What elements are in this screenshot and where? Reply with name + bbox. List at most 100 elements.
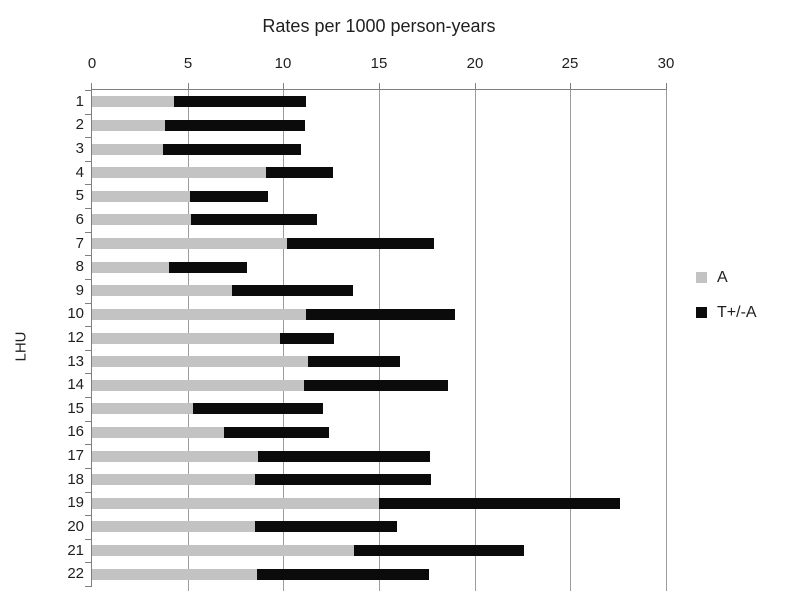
x-axis-tick-20 <box>475 83 476 90</box>
x-axis-tick-label: 0 <box>87 55 97 72</box>
bar-19-t <box>379 498 620 509</box>
category-label-14: 14 <box>67 376 84 393</box>
bar-5-t <box>190 191 268 202</box>
bar-6-a <box>92 214 191 225</box>
plot-area <box>85 83 667 591</box>
bar-15-a <box>92 403 193 414</box>
bar-17-a <box>92 451 258 462</box>
bar-6-t <box>191 214 317 225</box>
x-axis-tick-label: 30 <box>657 55 675 72</box>
bar-7-a <box>92 238 287 249</box>
category-label-16: 16 <box>67 423 84 440</box>
y-axis-tick <box>85 468 92 469</box>
x-axis-tick-label: 10 <box>274 55 292 72</box>
y-axis-tick <box>85 232 92 233</box>
bar-13-t <box>308 356 400 367</box>
bar-22-a <box>92 569 257 580</box>
y-axis-tick <box>85 539 92 540</box>
y-axis-tick <box>85 515 92 516</box>
bar-4-a <box>92 167 266 178</box>
category-label-9: 9 <box>75 282 84 299</box>
category-label-21: 21 <box>67 542 84 559</box>
category-label-20: 20 <box>67 518 84 535</box>
category-label-10: 10 <box>67 305 84 322</box>
category-label-22: 22 <box>67 565 84 582</box>
bar-10-a <box>92 309 306 320</box>
bar-14-a <box>92 380 304 391</box>
category-label-7: 7 <box>75 235 84 252</box>
category-label-3: 3 <box>75 140 84 157</box>
bar-22-t <box>257 569 429 580</box>
category-label-2: 2 <box>75 116 84 133</box>
y-axis-tick <box>85 184 92 185</box>
legend-swatch-icon <box>696 307 707 318</box>
x-axis-tick-label: 25 <box>561 55 579 72</box>
bar-2-t <box>165 120 305 131</box>
bar-4-t <box>266 167 333 178</box>
category-label-5: 5 <box>75 187 84 204</box>
bar-2-a <box>92 120 165 131</box>
x-axis-tick-15 <box>379 83 380 90</box>
x-axis-tick-label: 5 <box>183 55 193 72</box>
legend-swatch-icon <box>696 272 707 283</box>
category-label-1: 1 <box>75 93 84 110</box>
bar-12-t <box>280 333 334 344</box>
y-axis-tick <box>85 326 92 327</box>
bar-18-t <box>255 474 431 485</box>
category-label-19: 19 <box>67 494 84 511</box>
bar-18-a <box>92 474 255 485</box>
bar-1-t <box>174 96 306 107</box>
y-axis-tick <box>85 421 92 422</box>
bar-16-a <box>92 427 224 438</box>
y-axis-tick <box>85 444 92 445</box>
y-axis-tick <box>85 137 92 138</box>
category-label-4: 4 <box>75 164 84 181</box>
y-axis-tick <box>85 373 92 374</box>
bar-15-t <box>193 403 323 414</box>
bar-21-t <box>354 545 524 556</box>
bar-14-t <box>304 380 448 391</box>
y-axis-tick <box>85 303 92 304</box>
bar-20-a <box>92 521 255 532</box>
y-axis-tick <box>85 562 92 563</box>
category-label-15: 15 <box>67 400 84 417</box>
gridline-30 <box>666 90 667 591</box>
y-axis-tick <box>85 161 92 162</box>
bar-8-a <box>92 262 169 273</box>
bar-7-t <box>287 238 434 249</box>
legend: A T+/-A <box>696 269 757 339</box>
legend-label: T+/-A <box>717 304 757 321</box>
chart-title: Rates per 1000 person-years <box>262 16 496 36</box>
category-label-13: 13 <box>67 353 84 370</box>
bar-17-t <box>258 451 430 462</box>
y-axis-title: LHU <box>12 331 30 362</box>
y-axis-tick <box>85 90 92 91</box>
gridline-20 <box>475 90 476 591</box>
bar-16-t <box>224 427 329 438</box>
x-axis-tick-label: 15 <box>370 55 388 72</box>
category-label-17: 17 <box>67 447 84 464</box>
x-axis-tick-25 <box>570 83 571 90</box>
legend-entry-t: T+/-A <box>696 304 757 322</box>
y-axis-tick <box>85 586 92 587</box>
y-axis-tick <box>85 492 92 493</box>
y-axis-tick <box>85 208 92 209</box>
x-axis-tick-label: 20 <box>466 55 484 72</box>
bar-13-a <box>92 356 308 367</box>
bar-19-a <box>92 498 379 509</box>
bar-21-a <box>92 545 354 556</box>
x-axis-tick-5 <box>188 83 189 90</box>
bar-8-t <box>169 262 247 273</box>
x-axis-tick-10 <box>283 83 284 90</box>
bar-12-a <box>92 333 280 344</box>
y-axis-tick <box>85 397 92 398</box>
gridline-15 <box>379 90 380 591</box>
bar-5-a <box>92 191 190 202</box>
category-label-12: 12 <box>67 329 84 346</box>
y-axis-tick <box>85 350 92 351</box>
bar-10-t <box>306 309 455 320</box>
bar-9-a <box>92 285 232 296</box>
legend-entry-a: A <box>696 269 757 287</box>
category-label-18: 18 <box>67 471 84 488</box>
